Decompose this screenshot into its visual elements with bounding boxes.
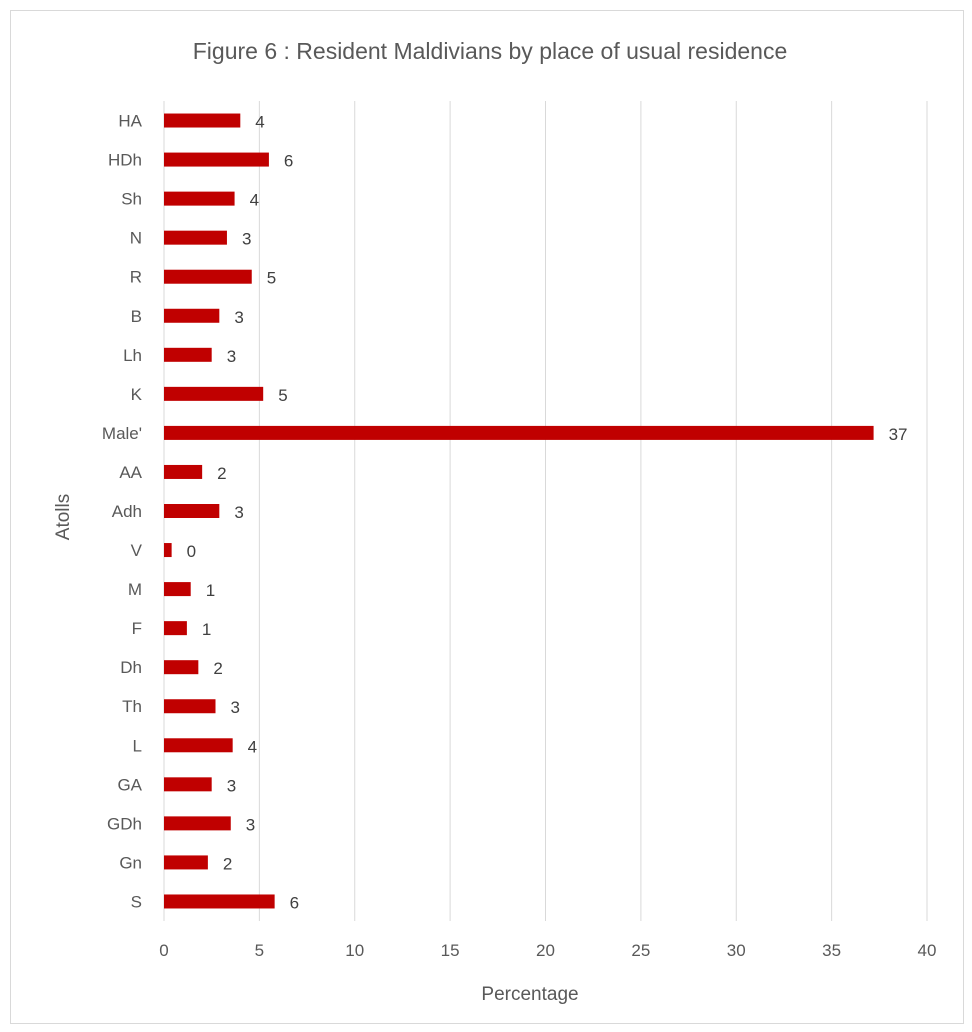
x-tick-label: 5 [255,941,264,960]
chart-title: Figure 6 : Resident Maldivians by place … [193,38,788,64]
data-label: 1 [206,581,215,600]
category-label: S [131,892,142,911]
bars [164,113,874,909]
bar-th [164,699,216,714]
x-tick-label: 35 [822,941,841,960]
bar-male [164,425,874,440]
category-label: Lh [123,346,142,365]
bar-aa [164,464,203,479]
category-label: GDh [107,814,142,833]
data-label: 5 [267,269,276,288]
bar-hdh [164,152,269,167]
x-tick-label: 20 [536,941,555,960]
category-axis-labels: HA HDh Sh N R B Lh K Male' AA Adh V M F Dh Th L GA GDh Gn S [102,112,143,912]
category-label: V [131,541,143,560]
category-label: Gn [119,853,142,872]
bar-n [164,230,227,245]
data-label: 2 [217,464,226,483]
x-tick-label: 25 [631,941,650,960]
bar-r [164,269,252,284]
category-label: GA [117,775,142,794]
data-label: 3 [234,503,243,522]
data-labels: 4 6 4 3 5 3 3 5 37 2 3 0 1 1 2 3 4 3 3 2 6 [187,113,908,913]
data-label: 1 [202,620,211,639]
data-label: 4 [255,113,264,132]
data-label: 3 [242,230,251,249]
chart-frame: Figure 6 : Resident Maldivians by place … [10,10,964,1024]
data-label: 37 [889,425,908,444]
category-label: Dh [120,658,142,677]
bar-lh [164,347,212,362]
category-label: Adh [112,502,142,521]
bar-f [164,621,187,636]
bar-gdh [164,816,231,831]
x-tick-label: 30 [727,941,746,960]
bar-dh [164,660,199,675]
bar-b [164,308,220,323]
category-label: Sh [121,190,142,209]
category-label: K [131,385,143,404]
data-label: 6 [284,152,293,171]
bar-chart: Figure 6 : Resident Maldivians by place … [53,38,936,1005]
data-label: 5 [278,386,287,405]
category-label: N [130,229,142,248]
bar-sh [164,191,235,206]
y-axis-title: Atolls [53,494,74,540]
x-tick-label: 15 [441,941,460,960]
category-label: HDh [108,151,142,170]
category-label: F [132,619,142,638]
data-label: 3 [234,308,243,327]
bar-ha [164,113,241,128]
x-tick-label: 0 [159,941,168,960]
x-axis-title: Percentage [481,984,578,1005]
data-label: 3 [231,698,240,717]
category-label: HA [118,112,142,131]
data-label: 6 [290,893,299,912]
x-tick-label: 10 [345,941,364,960]
category-label: R [130,268,142,287]
category-label: L [133,736,142,755]
bar-ga [164,777,212,792]
data-label: 3 [227,776,236,795]
bar-m [164,582,191,597]
category-label: Male' [102,424,142,443]
bar-v [164,543,172,558]
bar-k [164,386,264,401]
data-label: 2 [223,854,232,873]
category-label: Th [122,697,142,716]
data-label: 4 [248,737,257,756]
x-tick-label: 40 [918,941,937,960]
data-label: 3 [246,815,255,834]
category-label: M [128,580,142,599]
gridlines [163,101,928,921]
bar-adh [164,504,220,518]
data-label: 2 [213,659,222,678]
data-label: 0 [187,542,196,561]
bar-l [164,738,233,753]
data-label: 3 [227,347,236,366]
category-label: B [131,307,142,326]
bar-gn [164,855,208,870]
value-axis-ticks: 0 5 10 15 20 25 30 35 40 [159,941,936,960]
data-label: 4 [250,191,259,210]
category-label: AA [119,463,142,482]
bar-s [164,894,275,909]
